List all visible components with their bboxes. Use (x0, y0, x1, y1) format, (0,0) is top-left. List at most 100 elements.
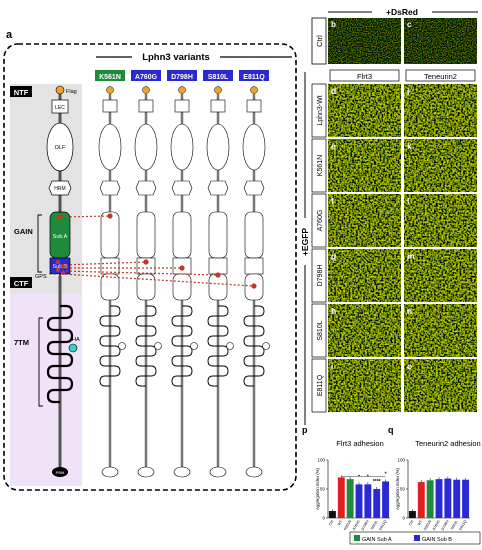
variant-3-7tm (171, 305, 193, 387)
y-tick-label-q: 50 (400, 487, 406, 492)
ntf-tag (10, 86, 32, 97)
variant-1-hrm (99, 180, 121, 196)
category-label-p: K561N (343, 519, 352, 531)
bar-p-WT (337, 477, 345, 518)
mutation-a760g-dot (56, 260, 60, 264)
row-label-box-2 (311, 138, 327, 193)
variant-4-hrm (207, 180, 229, 196)
variant-receptors: K561N A760G D798H S810L E811Q (61, 70, 270, 478)
variant-5-pbm (245, 466, 263, 478)
variant-4-7tm (207, 305, 229, 387)
variant-3-pbm (173, 466, 191, 478)
micrograph-letter-i: i (331, 361, 333, 371)
ha-tag-icon (68, 343, 78, 353)
row-label-1: Lphn3-Wt (317, 95, 324, 125)
variant-1-lec (102, 99, 118, 113)
micrograph-ctrl-c (404, 18, 477, 64)
variant-4-ha-icon (226, 342, 234, 350)
micrograph-letter-d: d (331, 86, 336, 96)
significance-p: **** (373, 479, 381, 485)
olf-domain (46, 122, 74, 172)
row-label-box-3 (311, 193, 327, 248)
hrm-domain (48, 180, 72, 196)
panel-a-schematic: a Lphn3 variants NTF CTF GAIN 7TM Flag L… (3, 29, 297, 491)
mutation-s810l-dot (56, 268, 60, 272)
sub-b-label: Sub B (53, 264, 68, 270)
variant-1-flag-icon (106, 86, 114, 94)
micrograph-letter-k: k (407, 141, 412, 151)
micrograph-n (404, 304, 477, 357)
variant-5-lec (246, 99, 262, 113)
variant-2-lec (138, 99, 154, 113)
bar-q-K561N (426, 480, 434, 518)
adhesion-charts: p Flrt3 adhesion 0 50 100 Aggregation Index (… (302, 425, 481, 531)
category-label-q: Ctrl (408, 519, 414, 526)
variant-3-label: D798H (171, 74, 193, 81)
variant-5-flag-icon (250, 86, 258, 94)
variant-3-olf (170, 123, 194, 171)
variant-1-ha-icon (118, 342, 126, 350)
bar-q-D798H (444, 478, 452, 518)
column-header-2: Teneurin2 (424, 72, 457, 81)
seventm-bracket (38, 317, 43, 407)
significance-p: * (358, 474, 360, 480)
variant-5-ha-icon (262, 342, 270, 350)
variant-3-mutation-dot (179, 265, 185, 271)
row-label-box-4 (311, 248, 327, 303)
seventm-label: 7TM (14, 338, 29, 347)
variant-2-olf (134, 123, 158, 171)
category-label-p: Ctrl (328, 519, 334, 526)
variant-5-mutation-connector (61, 273, 255, 287)
variant-1-olf (98, 123, 122, 171)
hrm-label: HRM (54, 186, 65, 192)
row-label-box-1 (311, 83, 327, 138)
micrograph-e (328, 139, 401, 192)
row-label-3: A760G (317, 210, 324, 232)
bar-p-K561N (346, 479, 354, 518)
egfp-label: +EGFP (300, 228, 310, 256)
wt-7tm-helices (46, 304, 74, 404)
micrograph-letter-j: j (406, 86, 409, 96)
chart-letter-p: p (302, 425, 308, 435)
ntf-label: NTF (14, 88, 29, 97)
micrograph-j (404, 84, 477, 137)
bar-q-Ctrl (408, 511, 416, 518)
micrograph-letter-e: e (331, 141, 336, 151)
micrograph-l (404, 194, 477, 247)
legend-label-sub-a: GAIN Sub A (362, 537, 392, 543)
y-tick-label-q: 100 (397, 458, 405, 463)
bar-q-S810L (453, 479, 461, 518)
variant-1-pbm (101, 466, 119, 478)
micrograph-letter-h: h (331, 306, 336, 316)
micrograph-letter-n: n (407, 306, 412, 316)
dsred-header: +DsRed (386, 7, 418, 17)
variant-3-flag-icon (178, 86, 186, 94)
variant-4-olf (206, 123, 230, 171)
category-label-q: S810L (450, 520, 459, 531)
variant-2-label-box (131, 70, 161, 81)
y-tick-label-p: 0 (322, 516, 325, 521)
micrograph-panels: +DsRed Ctrl +EGFP b c Flrt3 Teneurin2 Lphn3-… (300, 7, 478, 425)
variant-1-label: K561N (99, 74, 121, 81)
sub-a-label: Sub A (53, 234, 68, 240)
micrograph-letter-o: o (407, 361, 412, 371)
flag-label: Flag (66, 89, 77, 95)
micrograph-letter-m: m (407, 251, 415, 261)
bar-q-A760G (435, 479, 443, 518)
chart-legend: GAIN Sub A GAIN Sub B (349, 531, 481, 545)
variant-5-label-box (239, 70, 269, 81)
variant-5-label: E811Q (243, 74, 265, 81)
micrograph-ctrl-b (328, 18, 401, 64)
bar-p-Ctrl (328, 511, 336, 518)
column-header-1: Flrt3 (357, 72, 372, 81)
lec-label: LEC (55, 105, 65, 111)
category-label-p: A760G (352, 519, 361, 531)
ctrl-label-box (311, 17, 327, 65)
bar-q-E811Q (462, 479, 470, 518)
variant-3-gps-region (172, 273, 192, 301)
variant-2-label: A760G (135, 74, 158, 81)
variant-1-gps-region (100, 273, 120, 301)
mutation-k561n-dot (57, 214, 63, 220)
pbm-domain (52, 467, 68, 477)
